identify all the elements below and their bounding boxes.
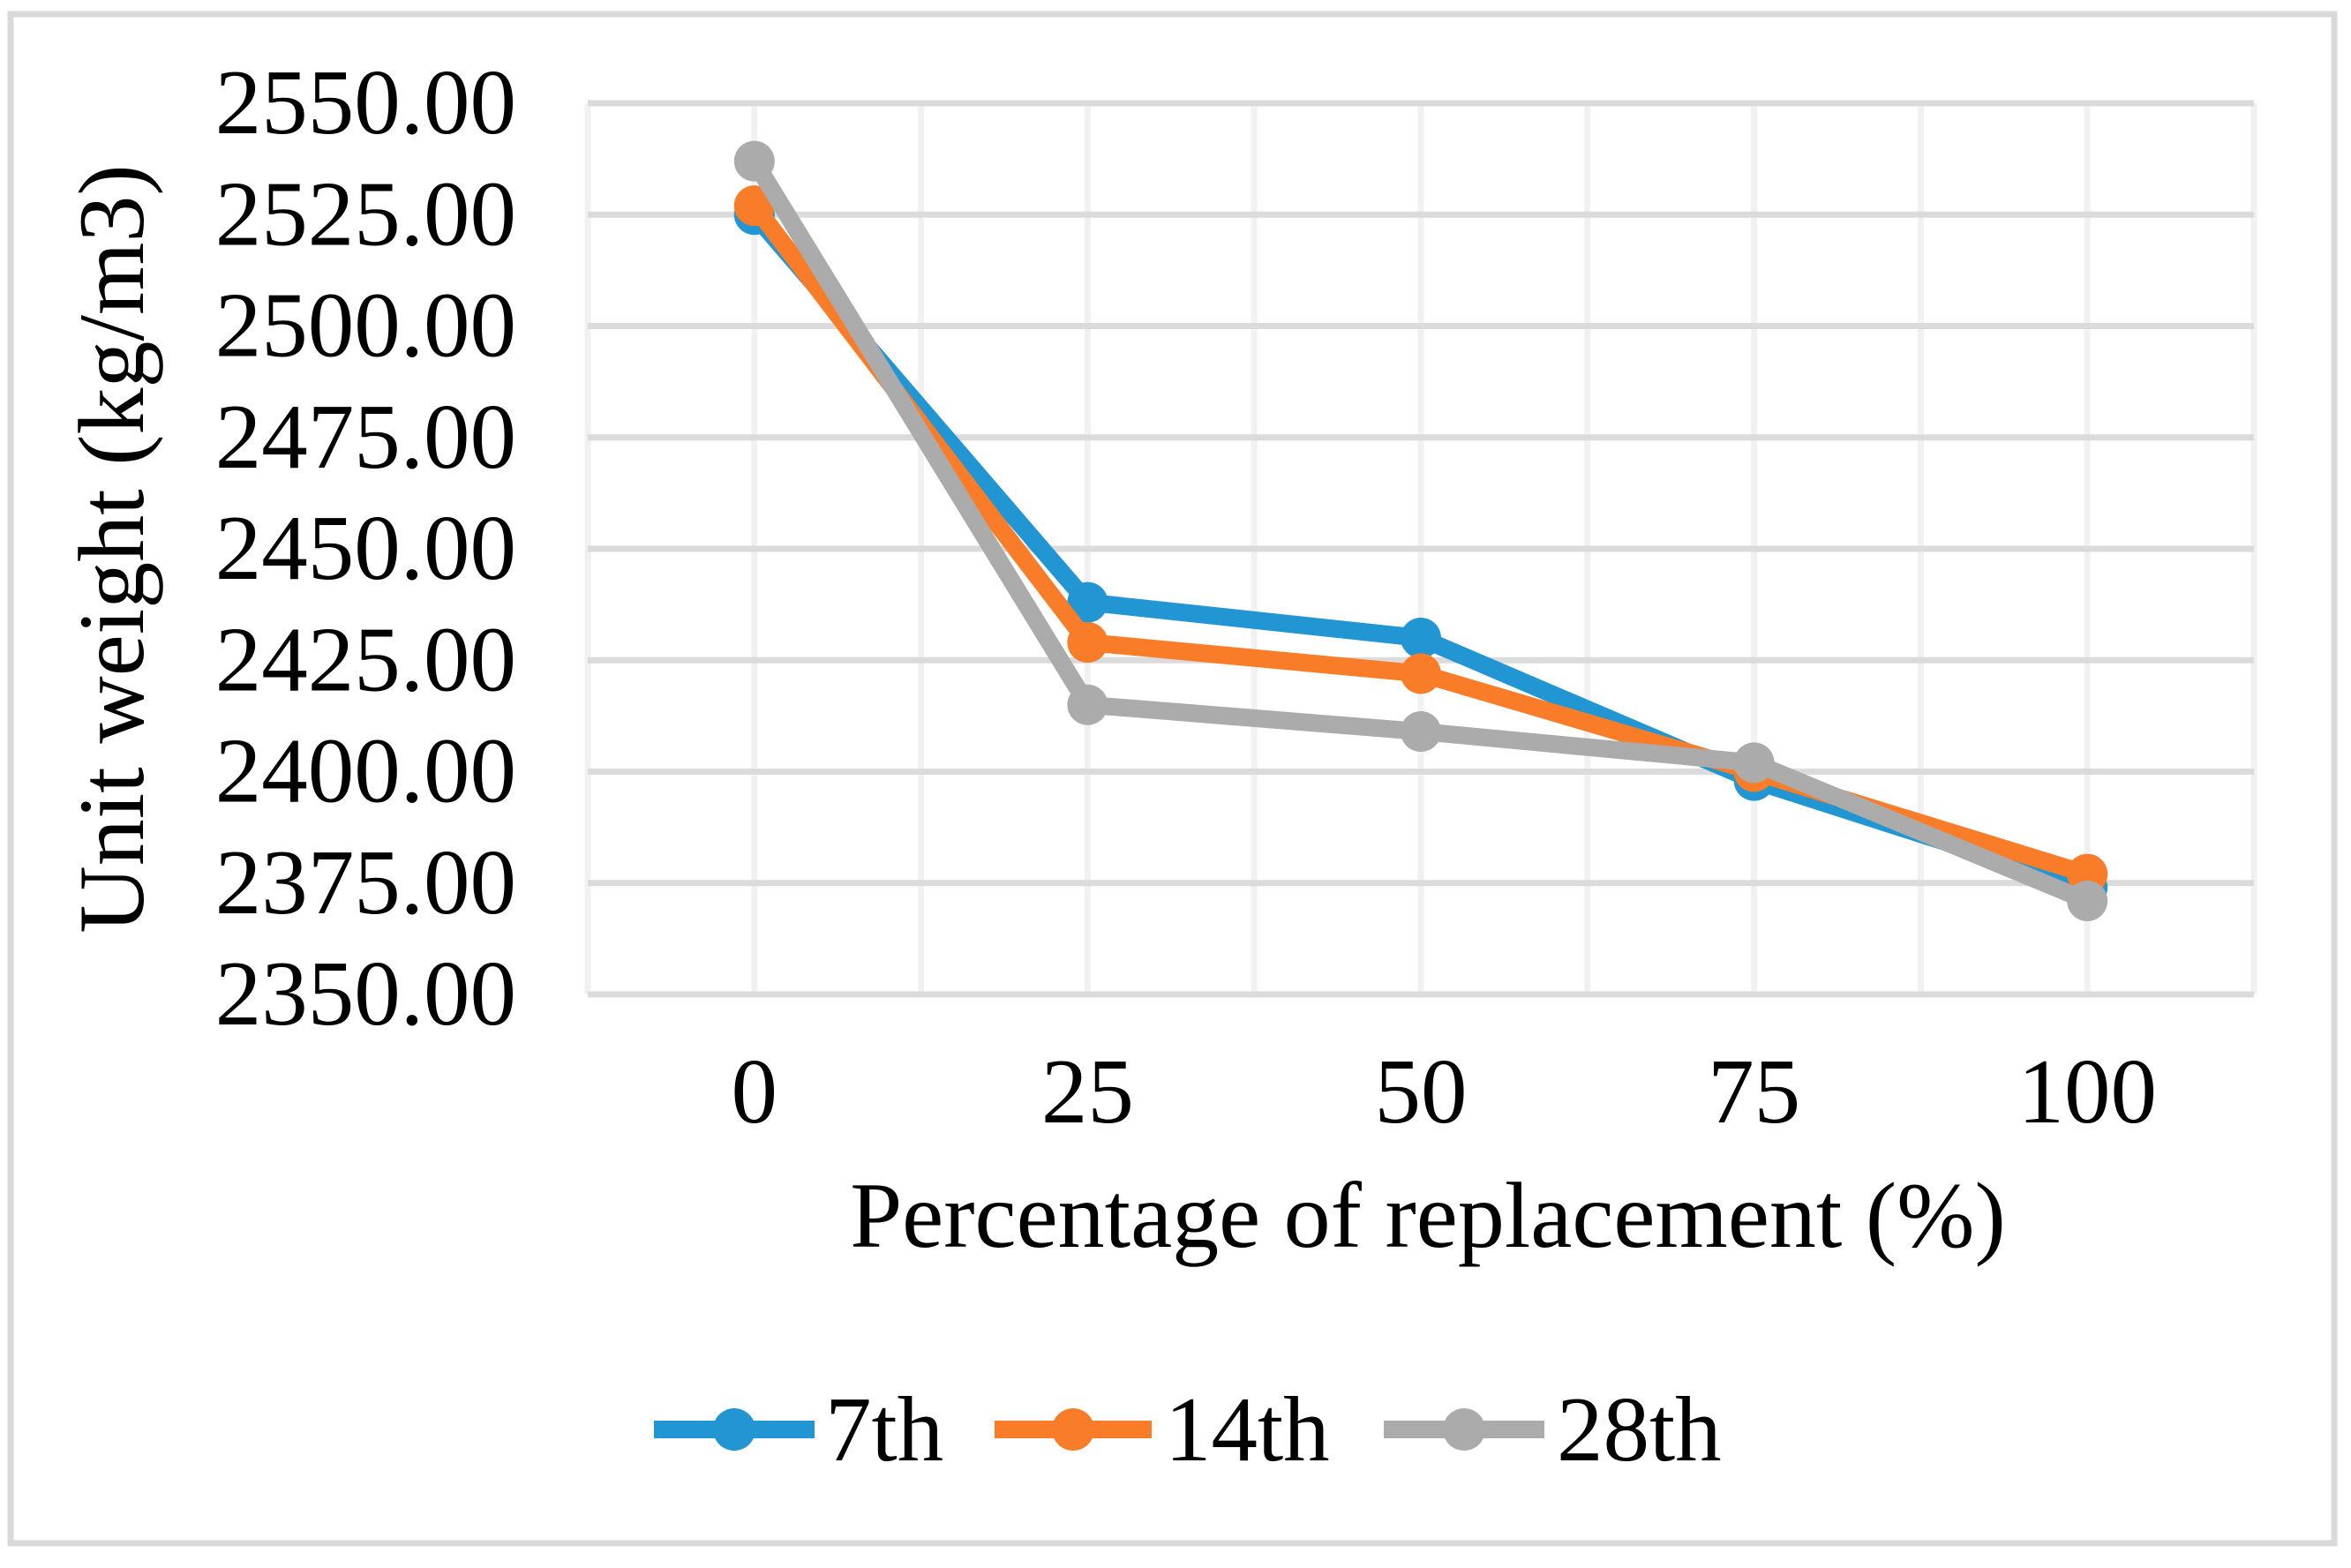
data-point-7th-50 xyxy=(1401,618,1441,658)
legend-item-7th: 7th xyxy=(654,1377,943,1481)
y-tick-label: 2550.00 xyxy=(215,50,516,154)
x-tick-label: 25 xyxy=(1041,1039,1134,1143)
data-point-7th-25 xyxy=(1067,581,1108,623)
legend-label: 28th xyxy=(1557,1377,1722,1481)
y-tick-label: 2500.00 xyxy=(215,274,516,377)
y-tick-label: 2525.00 xyxy=(215,161,516,265)
x-tick-label: 0 xyxy=(732,1039,778,1143)
legend-label: 14th xyxy=(1165,1377,1330,1481)
legend-marker-icon xyxy=(1443,1408,1485,1451)
data-point-14th-25 xyxy=(1067,622,1108,664)
horizontal-gridlines xyxy=(588,100,2254,998)
data-point-28th-25 xyxy=(1067,684,1108,725)
data-point-14th-0 xyxy=(733,185,775,227)
data-point-28th-75 xyxy=(1733,742,1775,784)
y-tick-label: 2475.00 xyxy=(215,385,516,488)
legend-label: 7th xyxy=(825,1377,943,1481)
x-axis-title: Percentage of replacement (%) xyxy=(850,1164,2006,1267)
data-point-14th-50 xyxy=(1401,653,1441,694)
chart-legend: 7th 14th 28th xyxy=(654,1377,1722,1481)
x-tick-label: 75 xyxy=(1708,1039,1800,1143)
data-point-28th-100 xyxy=(2067,880,2108,921)
chart-frame-border xyxy=(7,11,2338,1547)
legend-item-28th: 28th xyxy=(1384,1377,1722,1481)
legend-marker-icon xyxy=(1052,1408,1094,1451)
data-point-28th-0 xyxy=(733,140,775,182)
legend-marker-icon xyxy=(713,1408,755,1451)
y-tick-label: 2375.00 xyxy=(215,830,516,934)
y-tick-label: 2400.00 xyxy=(215,719,516,822)
y-axis-title: Unit weight (kg/m3) xyxy=(60,164,163,933)
x-tick-label: 50 xyxy=(1375,1039,1468,1143)
y-tick-label: 2450.00 xyxy=(215,496,516,599)
data-point-28th-50 xyxy=(1401,711,1441,753)
y-axis-tick-labels: 2550.002525.002500.002475.002450.002425.… xyxy=(215,50,516,1045)
x-tick-label: 100 xyxy=(2017,1039,2157,1143)
data-series xyxy=(733,140,2108,921)
y-tick-label: 2425.00 xyxy=(215,607,516,710)
y-tick-label: 2350.00 xyxy=(215,942,516,1045)
x-axis-tick-labels: 0 25 50 75 100 xyxy=(732,1039,2157,1143)
legend-item-14th: 14th xyxy=(995,1377,1330,1481)
